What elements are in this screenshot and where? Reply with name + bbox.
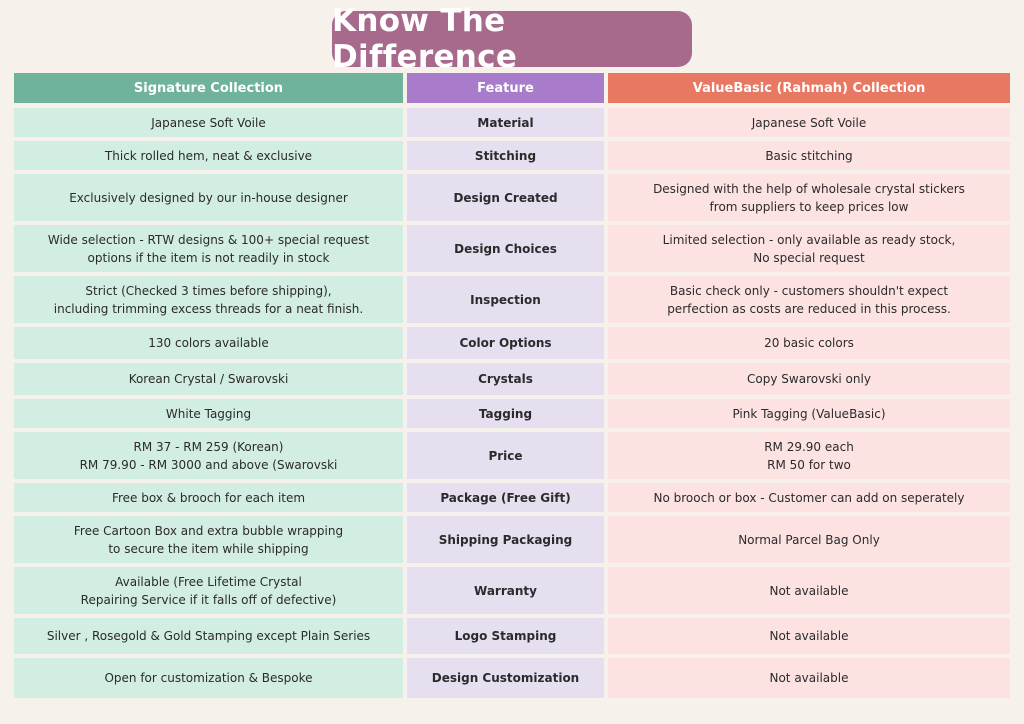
signature-cell-stitching: Thick rolled hem, neat & exclusive (14, 141, 403, 170)
feature-cell-package: Package (Free Gift) (407, 483, 604, 512)
feature-cell-shipping-packaging: Shipping Packaging (407, 516, 604, 563)
valuebasic-cell-stitching: Basic stitching (608, 141, 1010, 170)
header-feature: Feature (407, 73, 604, 103)
feature-cell-design-choices: Design Choices (407, 225, 604, 272)
signature-cell-material: Japanese Soft Voile (14, 108, 403, 137)
signature-cell-design-choices: Wide selection - RTW designs & 100+ spec… (14, 225, 403, 272)
valuebasic-cell-inspection: Basic check only - customers shouldn't e… (608, 276, 1010, 323)
valuebasic-cell-warranty: Not available (608, 567, 1010, 614)
valuebasic-cell-material: Japanese Soft Voile (608, 108, 1010, 137)
feature-cell-design-created: Design Created (407, 174, 604, 221)
signature-cell-price: RM 37 - RM 259 (Korean) RM 79.90 - RM 30… (14, 432, 403, 479)
page-title: Know The Difference (332, 3, 692, 75)
feature-cell-logo-stamping: Logo Stamping (407, 618, 604, 654)
feature-cell-tagging: Tagging (407, 399, 604, 428)
signature-cell-warranty: Available (Free Lifetime Crystal Repairi… (14, 567, 403, 614)
valuebasic-cell-design-created: Designed with the help of wholesale crys… (608, 174, 1010, 221)
signature-cell-design-created: Exclusively designed by our in-house des… (14, 174, 403, 221)
signature-cell-tagging: White Tagging (14, 399, 403, 428)
feature-cell-color-options: Color Options (407, 327, 604, 359)
header-valuebasic-collection: ValueBasic (Rahmah) Collection (608, 73, 1010, 103)
valuebasic-cell-package: No brooch or box - Customer can add on s… (608, 483, 1010, 512)
feature-cell-warranty: Warranty (407, 567, 604, 614)
signature-cell-design-customization: Open for customization & Bespoke (14, 658, 403, 698)
feature-cell-material: Material (407, 108, 604, 137)
valuebasic-cell-price: RM 29.90 each RM 50 for two (608, 432, 1010, 479)
feature-cell-design-customization: Design Customization (407, 658, 604, 698)
feature-cell-stitching: Stitching (407, 141, 604, 170)
signature-cell-shipping-packaging: Free Cartoon Box and extra bubble wrappi… (14, 516, 403, 563)
signature-cell-crystals: Korean Crystal / Swarovski (14, 363, 403, 395)
valuebasic-cell-shipping-packaging: Normal Parcel Bag Only (608, 516, 1010, 563)
header-signature-collection: Signature Collection (14, 73, 403, 103)
signature-cell-package: Free box & brooch for each item (14, 483, 403, 512)
comparison-table: Signature Collection Feature ValueBasic … (14, 73, 1010, 702)
valuebasic-cell-logo-stamping: Not available (608, 618, 1010, 654)
valuebasic-cell-crystals: Copy Swarovski only (608, 363, 1010, 395)
signature-cell-logo-stamping: Silver , Rosegold & Gold Stamping except… (14, 618, 403, 654)
valuebasic-cell-tagging: Pink Tagging (ValueBasic) (608, 399, 1010, 428)
signature-cell-color-options: 130 colors available (14, 327, 403, 359)
feature-cell-crystals: Crystals (407, 363, 604, 395)
valuebasic-cell-color-options: 20 basic colors (608, 327, 1010, 359)
feature-cell-inspection: Inspection (407, 276, 604, 323)
signature-cell-inspection: Strict (Checked 3 times before shipping)… (14, 276, 403, 323)
valuebasic-cell-design-choices: Limited selection - only available as re… (608, 225, 1010, 272)
feature-cell-price: Price (407, 432, 604, 479)
valuebasic-cell-design-customization: Not available (608, 658, 1010, 698)
